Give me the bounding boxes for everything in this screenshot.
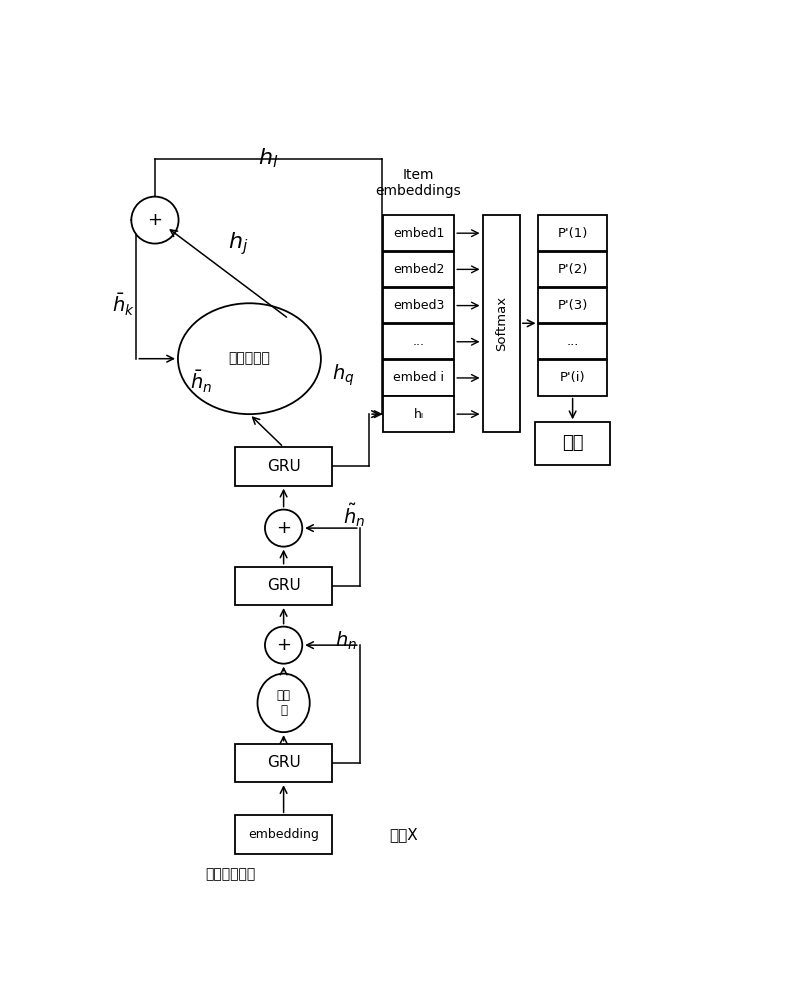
Text: 注意力机制: 注意力机制 [229,352,270,366]
Text: 输入X: 输入X [389,827,418,842]
Ellipse shape [265,510,302,547]
Text: h$_j$: h$_j$ [228,230,249,257]
Text: P'(1): P'(1) [557,227,588,240]
Bar [538,324,607,359]
Text: P'(3): P'(3) [557,299,588,312]
Bar [536,422,610,465]
Bar [483,215,520,432]
Text: $\bar{h}_k$: $\bar{h}_k$ [112,292,136,318]
Bar [383,288,454,323]
Text: ...: ... [566,335,579,348]
Ellipse shape [257,674,310,732]
Text: ...: ... [412,335,424,348]
Text: embed1: embed1 [393,227,444,240]
Text: GRU: GRU [267,459,301,474]
Bar [383,324,454,359]
Bar [236,744,332,782]
Text: h$_q$: h$_q$ [332,363,354,388]
Bar [538,252,607,287]
Bar [236,447,332,486]
Text: embed i: embed i [393,371,444,384]
Text: Item
embeddings: Item embeddings [375,168,461,198]
Text: $\bar{h}_n$: $\bar{h}_n$ [190,369,213,395]
Bar [236,567,332,605]
Ellipse shape [265,627,302,664]
Text: 更新
门: 更新 门 [277,689,290,717]
Text: P'(2): P'(2) [557,263,588,276]
Text: +: + [276,519,291,537]
Text: P'(i): P'(i) [560,371,585,384]
Bar [538,360,607,396]
Ellipse shape [178,303,321,414]
Text: embed3: embed3 [393,299,444,312]
Text: GRU: GRU [267,578,301,593]
Text: embed2: embed2 [393,263,444,276]
Text: h$_l$: h$_l$ [257,147,278,170]
Text: $\tilde{h}_n$: $\tilde{h}_n$ [342,501,365,529]
Bar [538,288,607,323]
Bar [538,215,607,251]
Text: Softmax: Softmax [495,296,508,351]
Bar [236,815,332,854]
Text: hₗ: hₗ [414,408,423,421]
Text: embedding: embedding [248,828,319,841]
Text: 推荐: 推荐 [562,434,583,452]
Bar [383,396,454,432]
Bar [383,215,454,251]
Text: +: + [276,636,291,654]
Text: 用户兴趣学习: 用户兴趣学习 [205,868,256,882]
Ellipse shape [132,197,179,244]
Text: +: + [148,211,163,229]
Bar [383,360,454,396]
Text: h$_n$: h$_n$ [335,629,358,652]
Text: GRU: GRU [267,755,301,770]
Bar [383,252,454,287]
